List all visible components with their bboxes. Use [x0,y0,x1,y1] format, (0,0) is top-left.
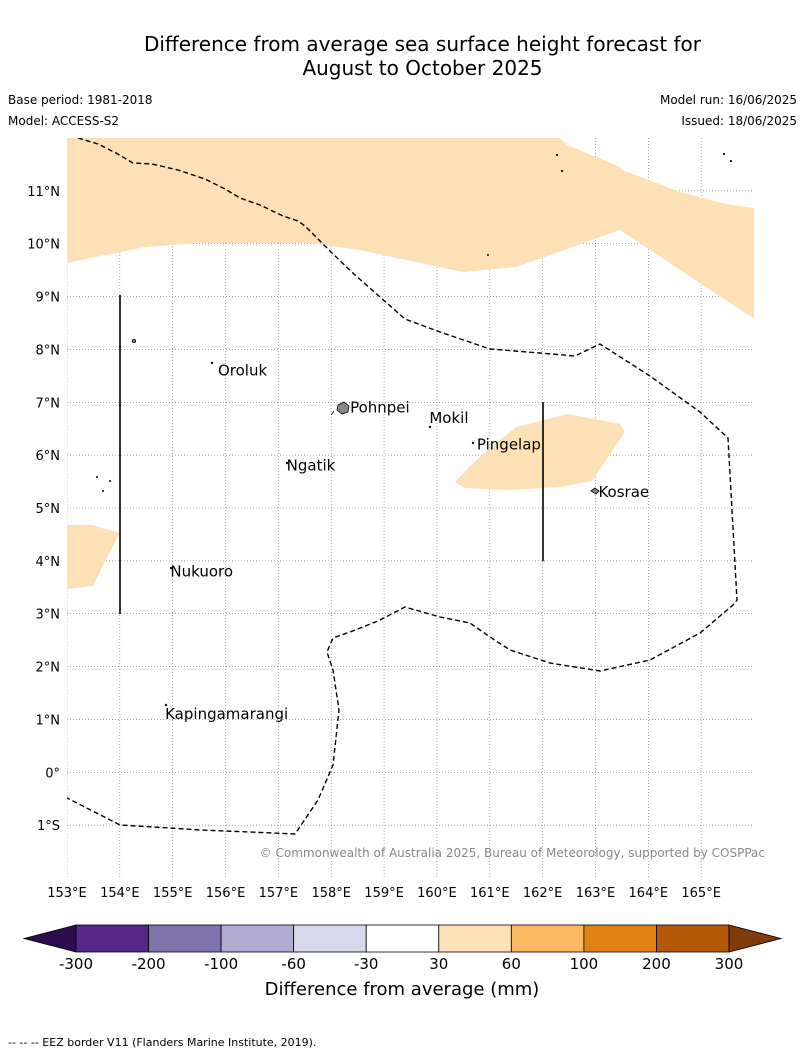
lat-tick-label: 3°N [36,608,61,623]
title-line-2: August to October 2025 [302,56,543,80]
place-label: Mokil [429,409,468,427]
colorbar-segment [293,924,367,953]
lon-tick-label: 157°E [259,886,299,901]
colorbar-tick-label: -60 [281,955,306,973]
colorbar-segment [220,924,295,953]
island-northeast-c [722,152,726,156]
island-mokil [428,425,432,429]
place-label: Ngatik [287,457,336,475]
lon-tick-label: 160°E [417,886,457,901]
lon-tick-label: 154°E [100,886,140,901]
lon-tick-label: 161°E [470,886,510,901]
colorbar-tick-label: -100 [204,955,238,973]
small-islands [96,152,733,707]
lon-tick-label: 159°E [364,886,404,901]
lat-tick-label: 0° [45,766,60,781]
anomaly-region-kosrae [455,414,625,490]
anomaly-shading [67,138,754,589]
base-period: Base period: 1981-2018 [8,93,153,107]
island-west-5n-a [96,475,99,478]
lat-tick-label: 1°N [36,713,61,728]
colorbar-tick-label: 60 [502,955,521,973]
lat-tick-label: 9°N [36,291,61,306]
colorbar-tick-label: -30 [354,955,379,973]
place-label: Oroluk [218,362,267,380]
place-labels: Oroluk Pohnpei Mokil Pingelap Ngatik Kosrae Nu… [165,362,649,724]
colorbar-segment [583,924,657,953]
island-pohnpei [336,401,350,415]
lat-tick-label: 11°N [27,185,60,200]
lon-tick-label: 158°E [311,886,351,901]
lat-tick-label: 4°N [36,555,61,570]
island-ngatik [285,461,289,465]
lon-tick-label: 164°E [629,886,669,901]
lon-tick-label: 156°E [206,886,246,901]
lon-tick-label: 165°E [681,886,721,901]
place-label: Pingelap [477,436,541,454]
longitude-tick-labels: 153°E 154°E 155°E 156°E 157°E 158°E 159°E 160°E… [47,886,721,901]
colorbar-segment [75,924,149,953]
island-west-5n-b [109,479,112,482]
map-area: Oroluk Pohnpei Mokil Pingelap Ngatik Kosrae Nu… [67,138,754,878]
lat-tick-label: 1°S [37,819,60,834]
colorbar-tick-labels: -300 -200 -100 -60 -30 30 60 100 200 300 [59,955,743,973]
colorbar-tick-label: 100 [570,955,599,973]
lat-tick-label: 6°N [36,449,61,464]
issued-date: Issued: 18/06/2025 [681,114,797,128]
colorbar-tick-label: 200 [642,955,671,973]
island-northeast-a [555,153,559,157]
colorbar-extend-high [728,924,783,953]
colorbar-tick-label: 300 [715,955,744,973]
island-northeast-b [560,169,564,173]
island-pingelap [471,441,475,445]
lon-tick-label: 163°E [576,886,616,901]
island-pohnpei-reef [330,410,335,416]
anomaly-region-north [67,138,754,318]
lon-tick-label: 153°E [47,886,87,901]
island-north-10n [486,253,489,256]
island-kapingamarangi [164,703,168,707]
lat-tick-label: 8°N [36,343,61,358]
colorbar-segment [148,924,222,953]
colorbar-segment [656,924,730,953]
anomaly-region-west [67,525,120,589]
copyright-notice: © Commonwealth of Australia 2025, Bureau… [260,846,765,860]
island-nukuoro [169,566,173,570]
colorbar-tick-label: -200 [132,955,166,973]
eez-footnote: -- -- -- EEZ border V11 (Flanders Marine… [8,1036,317,1049]
island-oroluk [210,361,214,365]
island-west-8n [131,338,136,343]
model-run: Model run: 16/06/2025 [659,93,797,107]
lon-tick-label: 162°E [523,886,563,901]
island-west-5n-c [102,489,105,492]
colorbar-label: Difference from average (mm) [265,979,540,1000]
lat-tick-label: 2°N [36,661,61,676]
place-label: Kapingamarangi [165,705,288,723]
colorbar-segment [365,924,440,953]
place-label: Nukuoro [170,562,233,580]
place-label: Pohnpei [350,399,410,417]
map-title: Difference from average sea surface heig… [0,32,804,80]
island-kosrae [590,487,600,495]
colorbar-segment [438,924,512,953]
place-label: Kosrae [598,483,649,501]
colorbar-segment [510,924,585,953]
lat-tick-label: 7°N [36,396,61,411]
lon-tick-label: 155°E [153,886,193,901]
colorbar-tick-label: 30 [429,955,448,973]
eez-border-north [67,138,738,835]
lat-tick-label: 10°N [27,238,60,253]
colorbar-tick-label: -300 [59,955,93,973]
colorbar-extend-low [22,924,77,953]
latitude-tick-labels: 11°N 10°N 9°N 8°N 7°N 6°N 5°N 4°N 3°N 2°N 1°N 0° 1°S [27,185,60,834]
model-name: Model: ACCESS-S2 [8,114,120,128]
title-line-1: Difference from average sea surface heig… [143,32,702,56]
colorbar [22,924,783,953]
lat-tick-label: 5°N [36,502,61,517]
island-northeast-d [729,159,733,163]
